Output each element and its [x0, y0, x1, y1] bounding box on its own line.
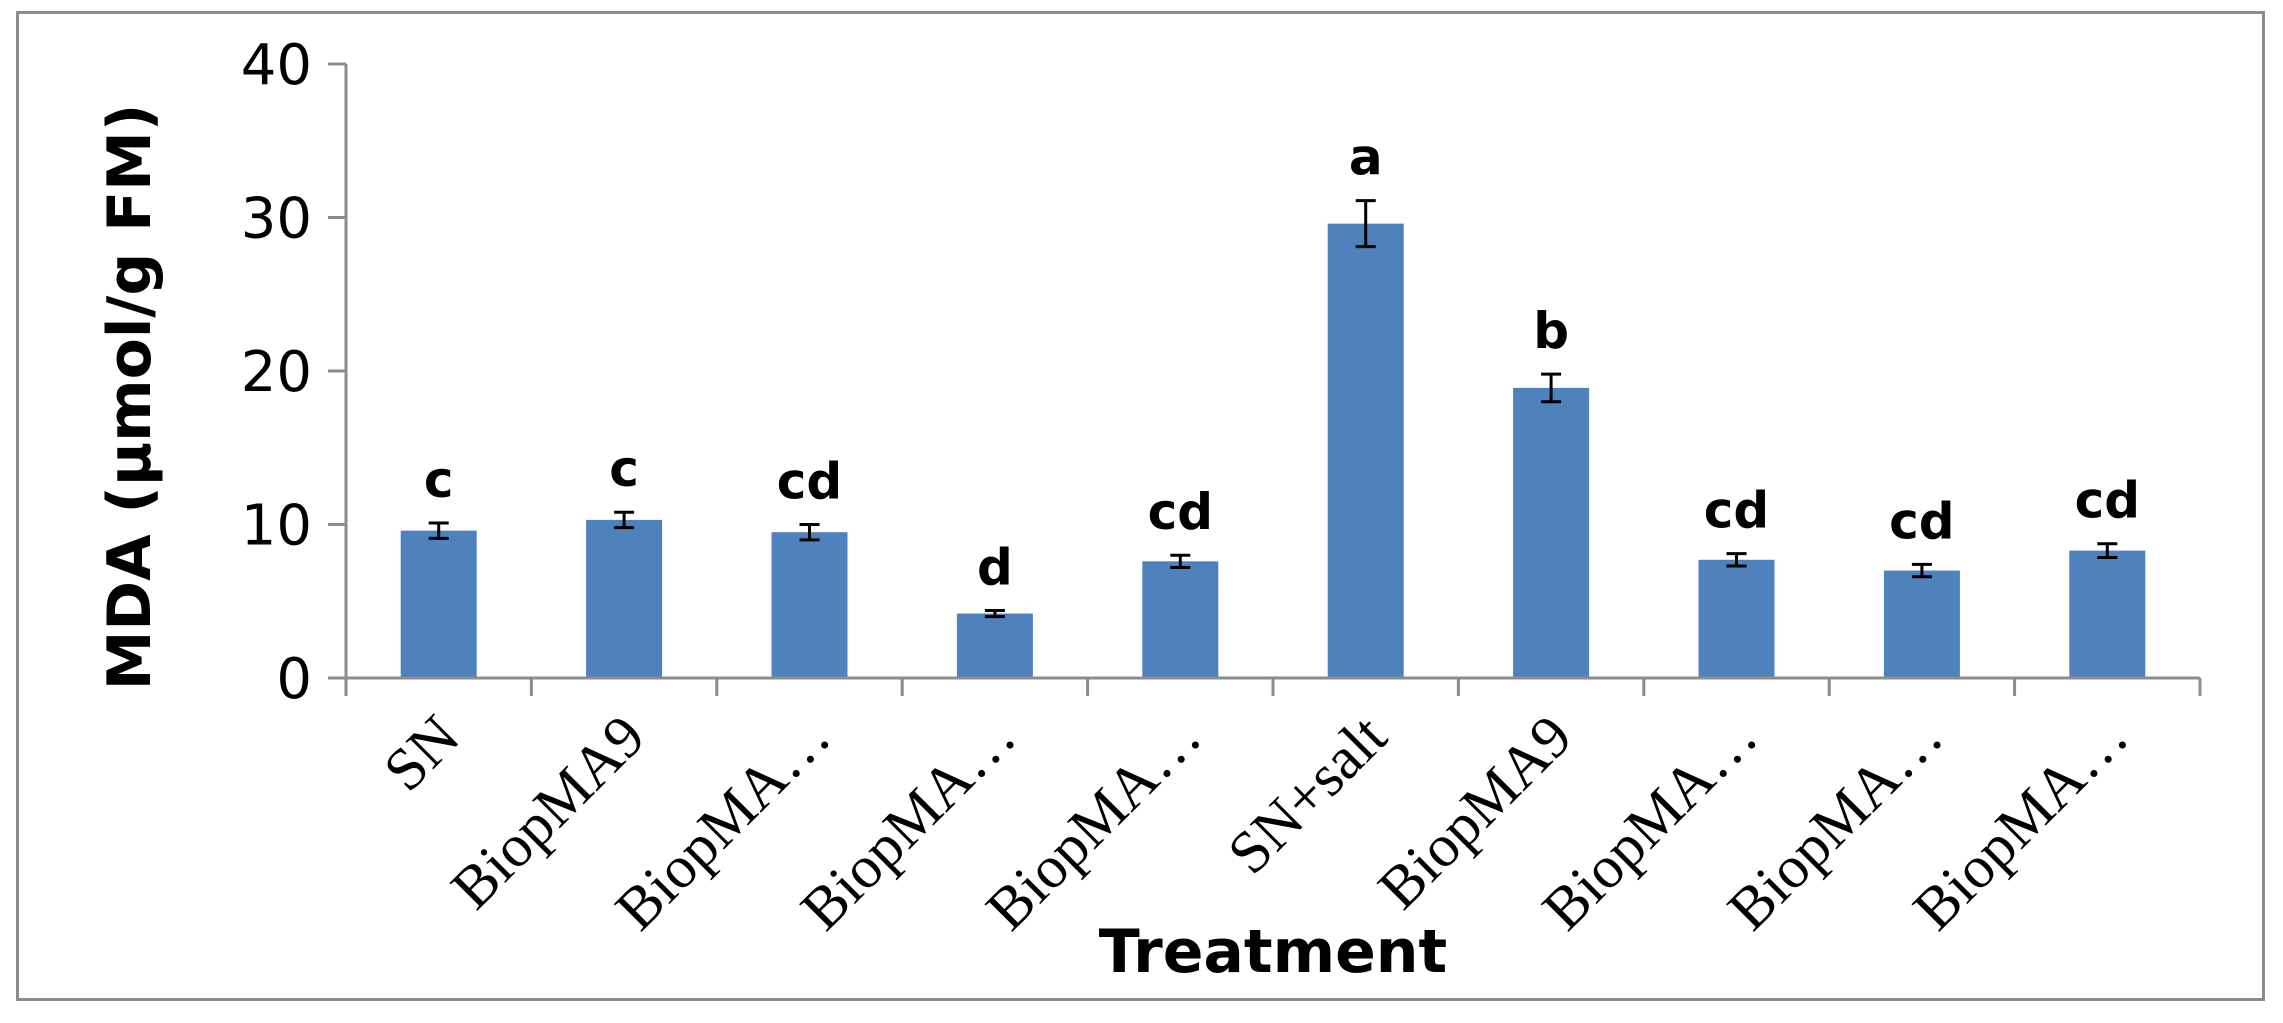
y-axis-ticks: 0 10 20 30 40 — [241, 33, 346, 712]
chart-frame — [16, 11, 2265, 1001]
significance-label: cd — [2075, 472, 2140, 530]
y-axis-title: MDA (µmol/g FM) — [95, 104, 165, 691]
x-axis-ticks — [344, 678, 2202, 696]
bar — [1327, 223, 1404, 678]
significance-label: c — [609, 440, 639, 498]
significance-label: cd — [1148, 483, 1213, 541]
bar — [771, 532, 848, 678]
significance-label: a — [1349, 129, 1383, 187]
bar — [1513, 387, 1590, 678]
bar — [1883, 570, 1960, 678]
y-tick-label: 0 — [276, 647, 312, 712]
significance-label: cd — [1704, 482, 1769, 540]
x-category-label: SN — [371, 703, 472, 804]
x-axis-title: Treatment — [1099, 917, 1447, 987]
significance-label: d — [977, 538, 1013, 596]
x-category-label: SN+salt — [1215, 702, 1399, 886]
bar — [1142, 561, 1219, 678]
significance-label: c — [424, 451, 454, 509]
y-tick-label: 40 — [241, 33, 312, 98]
bar — [1698, 559, 1775, 678]
significance-label: cd — [777, 453, 842, 511]
y-tick-label: 20 — [241, 340, 312, 405]
y-tick-label: 30 — [241, 187, 312, 252]
significance-label: b — [1533, 302, 1569, 360]
bar — [2069, 550, 2146, 678]
y-tick-label: 10 — [241, 494, 312, 559]
bar — [956, 613, 1033, 678]
bar — [586, 519, 663, 678]
bar — [400, 530, 477, 678]
significance-label: cd — [1889, 492, 1954, 550]
bars-group: c c cd d cd a b cd cd cd — [400, 129, 2146, 678]
